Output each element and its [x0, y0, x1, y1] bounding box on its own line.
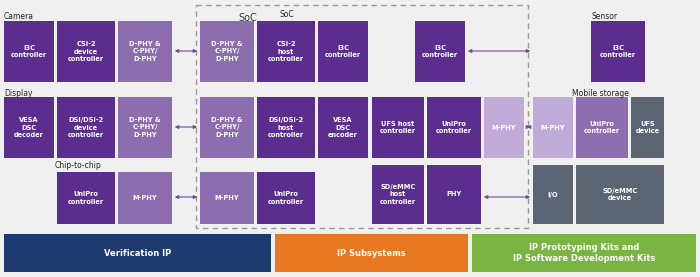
Bar [200, 172, 254, 224]
Text: M-PHY: M-PHY [540, 124, 566, 130]
Bar [4, 97, 54, 158]
Text: SoC: SoC [238, 13, 257, 23]
Text: M-PHY: M-PHY [491, 124, 517, 130]
Bar [118, 21, 172, 82]
Bar [576, 165, 664, 224]
Text: VESA
DSC
decoder: VESA DSC decoder [14, 117, 44, 138]
Bar [591, 21, 645, 82]
Bar [318, 97, 368, 158]
Text: I3C
controller: I3C controller [325, 45, 361, 58]
Bar [318, 21, 368, 82]
Bar [372, 97, 424, 158]
Text: UFS
device: UFS device [636, 121, 659, 134]
Text: DSI/DSI-2
host
controller: DSI/DSI-2 host controller [268, 117, 304, 138]
Text: D-PHY &
C-PHY/
D-PHY: D-PHY & C-PHY/ D-PHY [130, 41, 161, 62]
Bar [57, 172, 115, 224]
Bar [472, 234, 696, 272]
Bar [533, 97, 573, 158]
Text: Mobile storage: Mobile storage [572, 89, 629, 98]
Text: I/O: I/O [547, 191, 559, 198]
Bar [57, 97, 115, 158]
Text: SD/eMMC
device: SD/eMMC device [603, 188, 638, 201]
Text: D-PHY &
C-PHY/
D-PHY: D-PHY & C-PHY/ D-PHY [130, 117, 161, 138]
Bar [372, 165, 424, 224]
Text: I3C
controller: I3C controller [422, 45, 458, 58]
Bar [57, 21, 115, 82]
Text: Display: Display [4, 89, 32, 98]
Bar [415, 21, 465, 82]
Text: UniPro
controller: UniPro controller [68, 191, 104, 205]
Text: Sensor: Sensor [591, 12, 617, 21]
Bar [533, 165, 573, 224]
Text: I3C
controller: I3C controller [11, 45, 47, 58]
Bar [118, 172, 172, 224]
Text: CSI-2
host
controller: CSI-2 host controller [268, 41, 304, 62]
Bar [427, 97, 481, 158]
Text: D-PHY &
C-PHY/
D-PHY: D-PHY & C-PHY/ D-PHY [211, 117, 243, 138]
Bar [200, 21, 254, 82]
Bar [275, 234, 468, 272]
Bar [631, 97, 664, 158]
Text: M-PHY: M-PHY [133, 195, 158, 201]
Text: Chip-to-chip: Chip-to-chip [55, 161, 102, 170]
Bar [576, 97, 628, 158]
Bar [257, 21, 315, 82]
Bar [4, 234, 271, 272]
Bar [484, 97, 524, 158]
Text: SoC: SoC [280, 10, 295, 19]
Bar [427, 165, 481, 224]
Text: D-PHY &
C-PHY/
D-PHY: D-PHY & C-PHY/ D-PHY [211, 41, 243, 62]
Bar [196, 5, 528, 228]
Text: PHY: PHY [447, 191, 461, 198]
Text: UniPro
controller: UniPro controller [268, 191, 304, 205]
Text: CSI-2
device
controller: CSI-2 device controller [68, 41, 104, 62]
Text: I3C
controller: I3C controller [600, 45, 636, 58]
Text: DSI/DSI-2
device
controller: DSI/DSI-2 device controller [68, 117, 104, 138]
Bar [4, 21, 54, 82]
Bar [118, 97, 172, 158]
Text: UFS host
controller: UFS host controller [380, 121, 416, 134]
Bar [257, 97, 315, 158]
Text: IP Prototyping Kits and
IP Software Development Kits: IP Prototyping Kits and IP Software Deve… [513, 243, 655, 263]
Text: IP Subsystems: IP Subsystems [337, 248, 406, 258]
Bar [257, 172, 315, 224]
Text: SD/eMMC
host
controller: SD/eMMC host controller [380, 184, 416, 205]
Text: M-PHY: M-PHY [215, 195, 239, 201]
Text: UniPro
controller: UniPro controller [584, 121, 620, 134]
Text: VESA
DSC
encoder: VESA DSC encoder [328, 117, 358, 138]
Bar [200, 97, 254, 158]
Text: UniPro
controller: UniPro controller [436, 121, 472, 134]
Text: Verification IP: Verification IP [104, 248, 171, 258]
Text: Camera: Camera [4, 12, 34, 21]
